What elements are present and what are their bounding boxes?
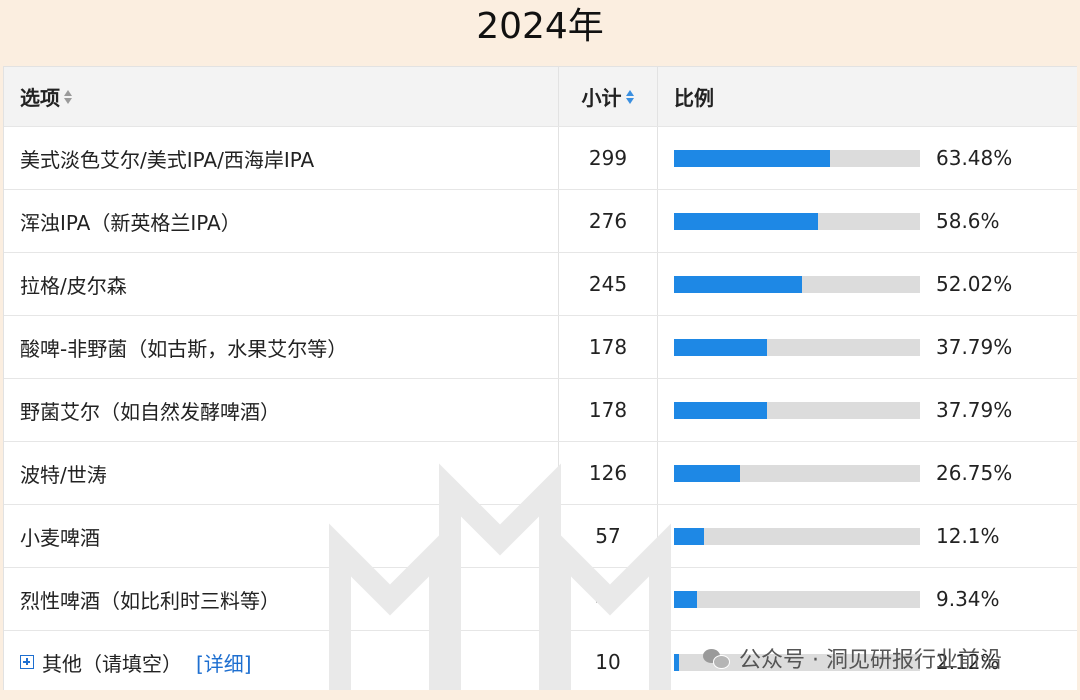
table-row: 波特/世涛 126 26.75% <box>4 442 1077 505</box>
count-cell: 10 <box>559 631 658 693</box>
watermark-text: 公众号 · 洞见研报行业前沿 <box>739 648 1002 673</box>
detail-link[interactable]: [详细] <box>196 651 252 676</box>
table-row: 野菌艾尔（如自然发酵啤酒） 178 37.79% <box>4 379 1077 442</box>
percent-label: 26.75% <box>936 461 1013 485</box>
option-cell: 波特/世涛 <box>4 442 559 504</box>
percent-label: 63.48% <box>936 146 1013 170</box>
progress-bar-track <box>674 212 920 230</box>
table-row: 拉格/皮尔森 245 52.02% <box>4 253 1077 316</box>
option-cell: 美式淡色艾尔/美式IPA/西海岸IPA <box>4 127 559 189</box>
header-subtotal[interactable]: 小计 <box>559 67 658 126</box>
percent-label: 9.34% <box>936 587 1000 611</box>
count-cell: 126 <box>559 442 658 504</box>
page-title: 2024年 <box>476 6 604 47</box>
ratio-cell: 58.6% <box>658 190 1077 252</box>
count-cell: 178 <box>559 379 658 441</box>
table-row: 小麦啤酒 57 12.1% <box>4 505 1077 568</box>
option-label: 波特/世涛 <box>20 462 107 487</box>
option-label: 美式淡色艾尔/美式IPA/西海岸IPA <box>20 147 315 172</box>
header-option[interactable]: 选项 <box>4 67 559 126</box>
results-table: 选项 小计 比例 美式淡色艾尔/美式IPA/西海岸IPA 299 63.48% 浑浊I… <box>3 66 1077 700</box>
option-label: 浑浊IPA（新英格兰IPA） <box>20 210 241 235</box>
option-label: 其他（请填空） <box>42 651 182 676</box>
progress-bar-fill <box>674 401 767 419</box>
option-cell: 野菌艾尔（如自然发酵啤酒） <box>4 379 559 441</box>
progress-bar-fill <box>674 275 802 293</box>
progress-bar-track <box>674 653 920 671</box>
progress-bar-track <box>674 338 920 356</box>
percent-label: 37.79% <box>936 335 1013 359</box>
progress-bar-fill <box>674 590 697 608</box>
header-ratio-label: 比例 <box>674 86 714 110</box>
percent-label: 52.02% <box>936 272 1013 296</box>
table-row: 烈性啤酒（如比利时三料等） 44 9.34% <box>4 568 1077 631</box>
ratio-cell: 9.34% <box>658 568 1077 630</box>
option-cell: 浑浊IPA（新英格兰IPA） <box>4 190 559 252</box>
option-cell: 拉格/皮尔森 <box>4 253 559 315</box>
progress-bar-track <box>674 149 920 167</box>
table-row: 酸啤-非野菌（如古斯，水果艾尔等） 178 37.79% <box>4 316 1077 379</box>
count-cell: 276 <box>559 190 658 252</box>
count-cell: 44 <box>559 568 658 630</box>
option-label: 拉格/皮尔森 <box>20 273 127 298</box>
progress-bar-track <box>674 464 920 482</box>
count-cell: 299 <box>559 127 658 189</box>
table-header-row: 选项 小计 比例 <box>4 67 1077 127</box>
ratio-cell: 2.12% <box>658 631 1077 693</box>
option-cell: 酸啤-非野菌（如古斯，水果艾尔等） <box>4 316 559 378</box>
bottom-strip <box>0 690 1080 700</box>
progress-bar-track <box>674 527 920 545</box>
option-cell: 其他（请填空） [详细] <box>4 631 559 693</box>
progress-bar-fill <box>674 338 767 356</box>
header-option-label: 选项 <box>20 86 60 110</box>
percent-label: 58.6% <box>936 209 1000 233</box>
sort-icon[interactable] <box>63 88 73 106</box>
progress-bar-fill <box>674 653 680 671</box>
progress-bar-track <box>674 275 920 293</box>
option-label: 小麦啤酒 <box>20 525 100 550</box>
progress-bar-fill <box>674 464 740 482</box>
ratio-cell: 26.75% <box>658 442 1077 504</box>
header-subtotal-label: 小计 <box>581 86 622 110</box>
ratio-cell: 37.79% <box>658 316 1077 378</box>
percent-label: 2.12% <box>936 650 1000 674</box>
progress-bar-fill <box>674 212 819 230</box>
table-row: 美式淡色艾尔/美式IPA/西海岸IPA 299 63.48% <box>4 127 1077 190</box>
count-cell: 178 <box>559 316 658 378</box>
header-ratio: 比例 <box>658 67 1077 126</box>
option-label: 野菌艾尔（如自然发酵啤酒） <box>20 399 280 424</box>
option-cell: 小麦啤酒 <box>4 505 559 567</box>
option-cell: 烈性啤酒（如比利时三料等） <box>4 568 559 630</box>
count-cell: 57 <box>559 505 658 567</box>
option-label: 酸啤-非野菌（如古斯，水果艾尔等） <box>20 336 348 361</box>
sort-icon[interactable] <box>625 88 635 106</box>
ratio-cell: 52.02% <box>658 253 1077 315</box>
option-label: 烈性啤酒（如比利时三料等） <box>20 588 280 613</box>
count-cell: 245 <box>559 253 658 315</box>
progress-bar-track <box>674 590 920 608</box>
ratio-cell: 37.79% <box>658 379 1077 441</box>
progress-bar-fill <box>674 149 831 167</box>
table-row: 浑浊IPA（新英格兰IPA） 276 58.6% <box>4 190 1077 253</box>
ratio-cell: 12.1% <box>658 505 1077 567</box>
progress-bar-track <box>674 401 920 419</box>
percent-label: 37.79% <box>936 398 1013 422</box>
wechat-icon <box>703 647 731 669</box>
progress-bar-fill <box>674 527 704 545</box>
expand-plus-icon[interactable] <box>20 655 34 669</box>
ratio-cell: 63.48% <box>658 127 1077 189</box>
percent-label: 12.1% <box>936 524 1000 548</box>
watermark-label: 公众号 · 洞见研报行业前沿 <box>703 642 1002 674</box>
